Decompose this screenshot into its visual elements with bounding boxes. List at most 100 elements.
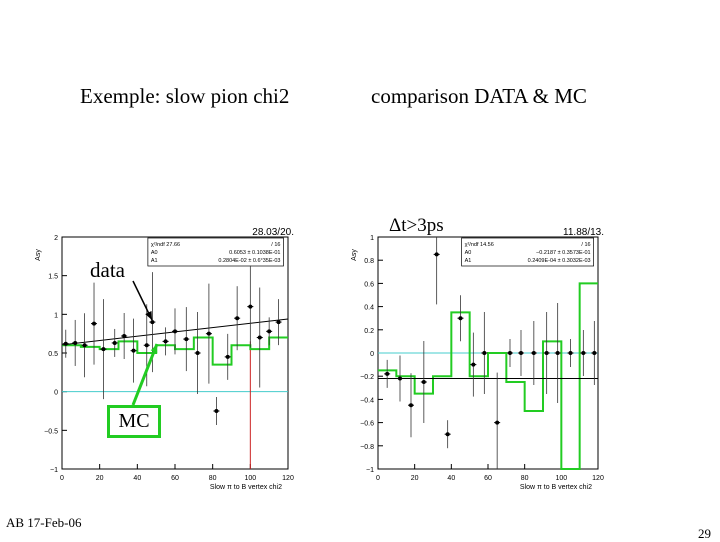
data-arrow-head bbox=[145, 311, 152, 320]
chart2-data-point bbox=[398, 376, 402, 381]
chart1-data-point bbox=[163, 339, 168, 344]
chart1-data-point bbox=[206, 331, 211, 336]
chart2-data-point bbox=[421, 380, 426, 384]
chart2-ytick-label: −1 bbox=[366, 467, 374, 474]
chart2-ytick-label: 0.6 bbox=[364, 281, 374, 288]
chart1-data-point bbox=[92, 321, 97, 326]
chart2-data-point bbox=[385, 371, 390, 376]
chart2-ytick-label: −0.8 bbox=[360, 444, 374, 451]
chart2-ytick-label: 1 bbox=[370, 235, 374, 242]
chart2-xtick-label: 60 bbox=[484, 475, 492, 482]
chart2-data-point bbox=[581, 351, 586, 355]
slide-title-right: comparison DATA & MC bbox=[371, 84, 587, 108]
footer-text: AB 17-Feb-06 bbox=[6, 515, 82, 530]
chart2-xtick-label: 120 bbox=[592, 475, 604, 482]
chart2-ytick-label: 0.4 bbox=[364, 305, 374, 312]
chart2-mc-histogram bbox=[378, 282, 598, 470]
chart2-data-point bbox=[592, 351, 597, 355]
chart2-data-point bbox=[531, 351, 536, 355]
chart1-stats-box bbox=[147, 237, 284, 267]
chart1-y-axis-label: Asy bbox=[35, 249, 42, 261]
chart1-xtick-label: 100 bbox=[244, 475, 256, 482]
chart1-corner-text: 28.03/20. bbox=[252, 227, 294, 238]
chart1-data-point bbox=[144, 343, 149, 348]
chart2-data-point bbox=[544, 351, 549, 355]
chart1-data-point bbox=[195, 351, 200, 355]
chart1-xtick-label: 20 bbox=[96, 475, 104, 482]
chart2-data-point bbox=[555, 351, 560, 355]
chart1-stats-value: / 16 bbox=[271, 242, 280, 248]
chart2-stats-key: A0 bbox=[465, 250, 472, 256]
chart1-xtick-label: 0 bbox=[60, 475, 64, 482]
chart1-data-point bbox=[63, 341, 68, 346]
chart2-stats-key: A1 bbox=[465, 258, 472, 264]
chart2-ytick-label: 0.8 bbox=[364, 258, 374, 265]
chart2-data-point bbox=[471, 362, 476, 367]
slide-title-left: Exemple: slow pion chi2 bbox=[80, 84, 290, 108]
chart2-stats-value: 0.2409E-04 ± 0.3032E-03 bbox=[528, 258, 591, 264]
page-number: 29 bbox=[698, 526, 711, 541]
chart1-data-point bbox=[73, 340, 78, 345]
chart2-ytick-label: −0.2 bbox=[360, 374, 374, 381]
chart1-stats-value: 0.6053 ± 0.1038E-01 bbox=[229, 250, 280, 256]
chart1-ytick-label: 2 bbox=[54, 235, 58, 242]
chart2-data-point bbox=[519, 351, 523, 355]
chart1-xtick-label: 80 bbox=[209, 475, 217, 482]
chart1-xtick-label: 120 bbox=[282, 475, 294, 482]
chart2-x-axis-label: Slow π to B vertex chi2 bbox=[520, 484, 592, 491]
chart2-data-point bbox=[508, 351, 512, 355]
chart1-xtick-label: 40 bbox=[133, 475, 141, 482]
chart2-ytick-label: 0 bbox=[370, 351, 374, 358]
chart1-ytick-label: 1 bbox=[54, 312, 58, 319]
chart1-stats-key: A0 bbox=[151, 250, 158, 256]
chart2-stats-value: / 16 bbox=[581, 242, 590, 248]
chart1-data-point bbox=[257, 335, 262, 340]
data-annotation: data bbox=[90, 258, 125, 282]
chart1-x-axis-label: Slow π to B vertex chi2 bbox=[210, 484, 282, 491]
chart2-data-point bbox=[445, 432, 450, 437]
chart2-ytick-label: −0.6 bbox=[360, 421, 374, 428]
chart2-data-point bbox=[409, 403, 413, 408]
chart2-ytick-label: −0.4 bbox=[360, 397, 374, 404]
chart1-ytick-label: 0 bbox=[54, 390, 58, 397]
chart2-data-point bbox=[495, 420, 500, 425]
chart2-data-point bbox=[482, 351, 487, 355]
chart1-data-point bbox=[173, 329, 177, 334]
chart2-xtick-label: 20 bbox=[411, 475, 419, 482]
chart1-data-point bbox=[122, 333, 127, 338]
chart1-ytick-label: −0.5 bbox=[44, 428, 58, 435]
chart2-y-axis-label: Asy bbox=[351, 249, 358, 261]
chart2-ytick-label: 0.2 bbox=[364, 328, 374, 335]
chart1-data-point bbox=[235, 316, 240, 321]
mc-annotation: MC bbox=[118, 410, 150, 432]
chart1-data-point bbox=[225, 354, 230, 359]
chart2-data-point bbox=[458, 316, 463, 321]
chart2-xtick-label: 100 bbox=[555, 475, 567, 482]
chart1-xtick-label: 60 bbox=[171, 475, 179, 482]
chart2-stats-value: −0.2187 ± 0.3573E-01 bbox=[536, 250, 591, 256]
chart2-xtick-label: 80 bbox=[521, 475, 529, 482]
chart1-data-point bbox=[276, 320, 281, 325]
chart1-stats-key: A1 bbox=[151, 258, 158, 264]
chart1-data-point bbox=[214, 409, 219, 413]
chart1-data-point bbox=[131, 348, 136, 353]
cut-label: Δt>3ps bbox=[389, 215, 444, 236]
mc-arrow-head bbox=[150, 344, 158, 353]
chart2-stats-box bbox=[461, 237, 594, 267]
chart1-data-point bbox=[248, 304, 253, 309]
chart1-ytick-label: 1.5 bbox=[48, 274, 58, 281]
chart1-stats-key: χ²/ndf 27.66 bbox=[151, 242, 180, 248]
chart1-data-point bbox=[267, 329, 272, 334]
mc-annotation-box: MC bbox=[107, 405, 161, 438]
chart2-corner-text: 11.88/13. bbox=[563, 227, 604, 238]
chart2-data-point bbox=[434, 252, 439, 257]
chart1-data-point bbox=[82, 343, 87, 348]
chart1-data-point bbox=[112, 340, 117, 345]
chart2-data-point bbox=[568, 351, 573, 355]
chart1-ytick-label: −1 bbox=[50, 467, 58, 474]
chart1-data-point bbox=[150, 320, 155, 325]
chart1-stats-value: 0.2804E-02 ± 0.6°35E-03 bbox=[218, 258, 280, 264]
chart1-ytick-label: 0.5 bbox=[48, 351, 58, 358]
chart2-xtick-label: 40 bbox=[447, 475, 455, 482]
mc-arrow bbox=[131, 343, 159, 406]
